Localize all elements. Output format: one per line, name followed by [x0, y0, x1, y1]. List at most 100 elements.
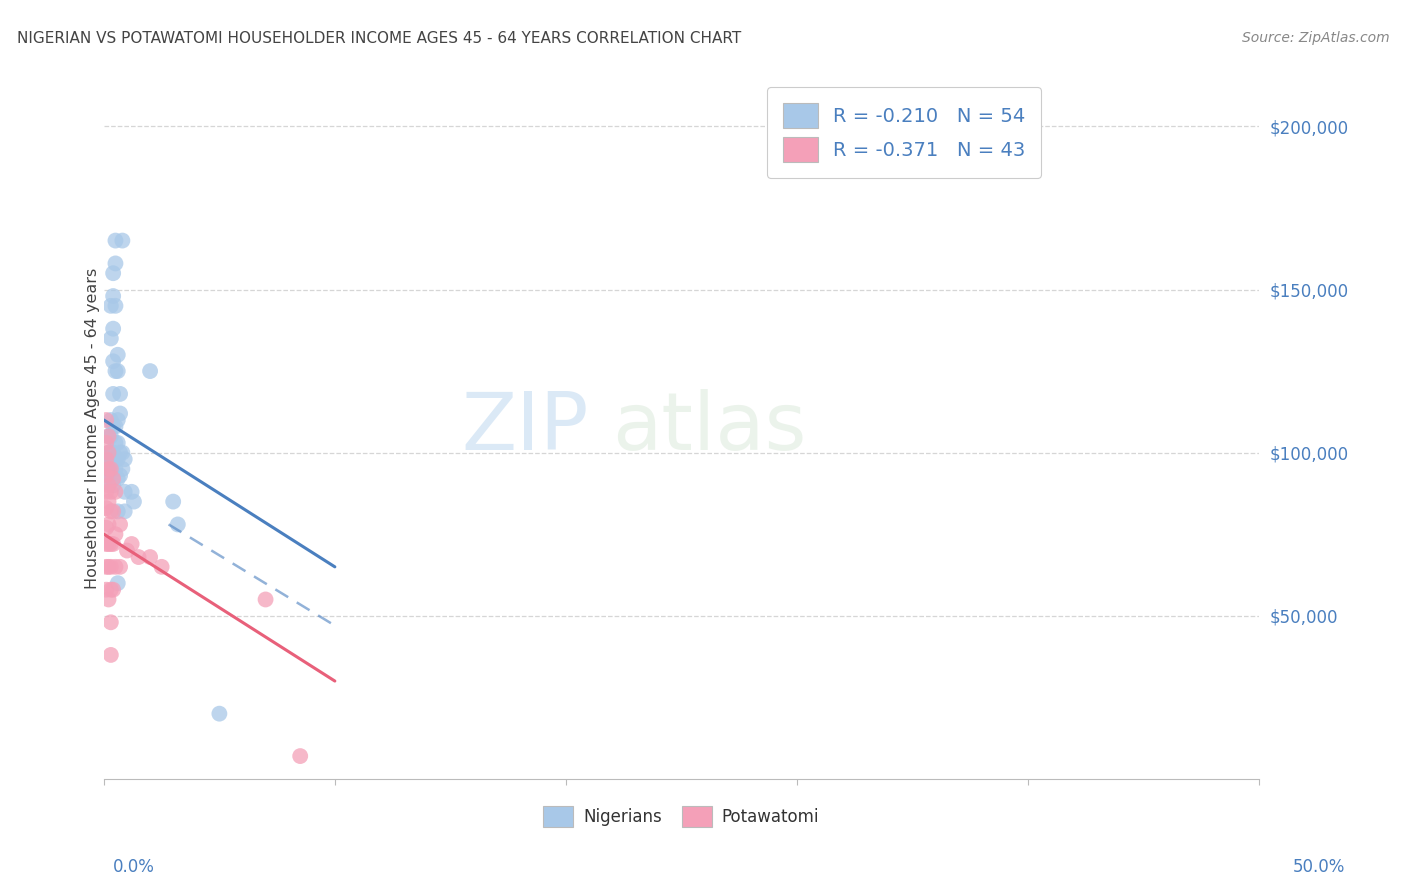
Legend: Nigerians, Potawatomi: Nigerians, Potawatomi: [537, 799, 827, 834]
Point: [96, 521, 118, 535]
Point: [96, 455, 118, 469]
Point: [101, 321, 124, 335]
Point: [101, 445, 124, 459]
Point: [107, 472, 129, 486]
Point: [104, 435, 127, 450]
Point: [100, 331, 122, 345]
Point: [115, 543, 138, 558]
Point: [121, 537, 143, 551]
Point: [101, 478, 124, 492]
Point: [97, 462, 120, 476]
Point: [96, 484, 118, 499]
Point: [97, 517, 120, 532]
Point: [97, 537, 120, 551]
Text: Source: ZipAtlas.com: Source: ZipAtlas.com: [1241, 31, 1389, 45]
Point: [104, 462, 127, 476]
Point: [101, 387, 124, 401]
Point: [108, 468, 131, 483]
Text: 0.0%: 0.0%: [112, 858, 155, 876]
Point: [97, 468, 120, 483]
Point: [96, 435, 118, 450]
Point: [96, 501, 118, 516]
Point: [121, 484, 143, 499]
Point: [101, 504, 124, 518]
Point: [107, 364, 129, 378]
Point: [100, 559, 122, 574]
Point: [108, 407, 131, 421]
Point: [104, 364, 127, 378]
Point: [111, 234, 134, 248]
Point: [254, 592, 277, 607]
Point: [101, 582, 124, 597]
Point: [107, 435, 129, 450]
Y-axis label: Householder Income Ages 45 - 64 years: Householder Income Ages 45 - 64 years: [86, 268, 100, 589]
Point: [97, 592, 120, 607]
Point: [96, 582, 118, 597]
Text: 50.0%: 50.0%: [1292, 858, 1346, 876]
Point: [114, 504, 136, 518]
Point: [100, 484, 122, 499]
Point: [100, 462, 122, 476]
Point: [97, 445, 120, 459]
Point: [100, 413, 122, 427]
Point: [101, 537, 124, 551]
Point: [162, 494, 184, 508]
Point: [290, 749, 312, 764]
Text: NIGERIAN VS POTAWATOMI HOUSEHOLDER INCOME AGES 45 - 64 YEARS CORRELATION CHART: NIGERIAN VS POTAWATOMI HOUSEHOLDER INCOM…: [17, 31, 741, 46]
Point: [100, 582, 122, 597]
Point: [100, 537, 122, 551]
Point: [101, 419, 124, 434]
Point: [150, 559, 173, 574]
Point: [96, 452, 118, 467]
Point: [139, 550, 162, 565]
Point: [97, 559, 120, 574]
Point: [107, 504, 129, 518]
Point: [100, 452, 122, 467]
Point: [114, 452, 136, 467]
Point: [107, 576, 129, 591]
Point: [104, 419, 127, 434]
Point: [100, 462, 122, 476]
Point: [100, 648, 122, 662]
Point: [128, 550, 150, 565]
Point: [107, 348, 129, 362]
Point: [104, 299, 127, 313]
Point: [100, 615, 122, 630]
Point: [104, 256, 127, 270]
Point: [104, 452, 127, 467]
Point: [101, 289, 124, 303]
Point: [96, 468, 118, 483]
Point: [97, 455, 120, 469]
Point: [100, 299, 122, 313]
Point: [107, 452, 129, 467]
Point: [114, 484, 136, 499]
Point: [104, 527, 127, 541]
Point: [96, 413, 118, 427]
Point: [101, 266, 124, 280]
Point: [97, 429, 120, 443]
Text: atlas: atlas: [612, 389, 807, 467]
Point: [100, 445, 122, 459]
Point: [100, 504, 122, 518]
Point: [104, 234, 127, 248]
Point: [208, 706, 231, 721]
Point: [101, 354, 124, 368]
Point: [97, 478, 120, 492]
Point: [108, 387, 131, 401]
Point: [96, 537, 118, 551]
Point: [101, 472, 124, 486]
Point: [104, 559, 127, 574]
Point: [104, 484, 127, 499]
Point: [139, 364, 162, 378]
Point: [111, 462, 134, 476]
Point: [108, 559, 131, 574]
Point: [101, 455, 124, 469]
Point: [96, 465, 118, 479]
Text: ZIP: ZIP: [461, 389, 589, 467]
Point: [122, 494, 145, 508]
Point: [97, 445, 120, 459]
Point: [97, 494, 120, 508]
Point: [111, 445, 134, 459]
Point: [96, 475, 118, 489]
Point: [96, 559, 118, 574]
